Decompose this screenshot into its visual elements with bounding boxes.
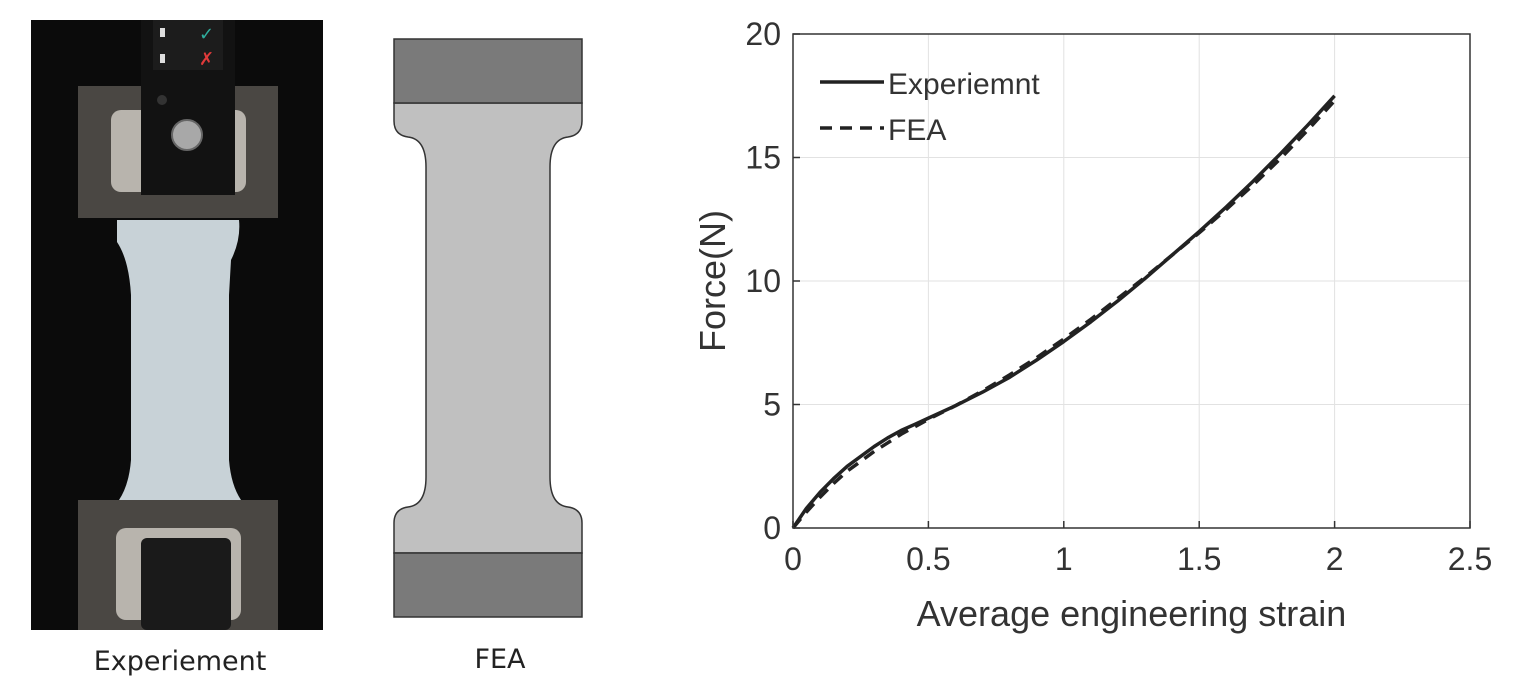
- cross-mark-icon: ✗: [199, 49, 214, 70]
- load-cell-marker: [160, 54, 165, 63]
- y-tick-label: 15: [745, 140, 781, 176]
- load-cell-screw: [157, 95, 167, 105]
- y-axis-label: Force(N): [692, 210, 733, 352]
- experiment-photo: ✓ ✗: [31, 20, 323, 630]
- fea-model: [393, 38, 583, 618]
- fea-gauge-section: [393, 102, 583, 554]
- y-tick-label: 10: [745, 263, 781, 299]
- force-strain-chart: 0 0.5 1 1.5 2 2.5 0 5 10 15 20 Average engineering…: [692, 16, 1492, 634]
- series-group: [791, 94, 1336, 530]
- y-tick-label: 20: [745, 16, 781, 52]
- fea-caption: FEA: [474, 644, 526, 675]
- grid: [792, 33, 1471, 529]
- x-tick-label: 2.5: [1448, 541, 1492, 577]
- x-tick-label: 1.5: [1177, 541, 1221, 577]
- x-tick-label: 2: [1326, 541, 1344, 577]
- series-line-fea: [791, 99, 1336, 530]
- legend-label: FEA: [888, 114, 946, 147]
- x-tick-label: 1: [1055, 541, 1073, 577]
- bottom-clamp: [141, 538, 231, 630]
- silicone-specimen: [117, 220, 241, 500]
- fea-top-grip: [393, 38, 583, 104]
- experiment-caption: Experiement: [93, 646, 267, 677]
- check-mark-icon: ✓: [199, 24, 214, 45]
- x-tick-label: 0.5: [906, 541, 950, 577]
- y-tick-label: 0: [763, 510, 781, 546]
- load-cell-knob: [171, 119, 203, 151]
- x-tick-label: 0: [784, 541, 802, 577]
- fea-bottom-grip: [393, 552, 583, 618]
- legend-label: Experiemnt: [888, 68, 1040, 101]
- ticks: 0 0.5 1 1.5 2 2.5 0 5 10 15 20: [745, 16, 1492, 577]
- load-cell-marker: [160, 28, 165, 37]
- legend: Experiemnt FEA: [820, 68, 1040, 147]
- x-axis-label: Average engineering strain: [917, 593, 1347, 634]
- y-tick-label: 5: [763, 387, 781, 423]
